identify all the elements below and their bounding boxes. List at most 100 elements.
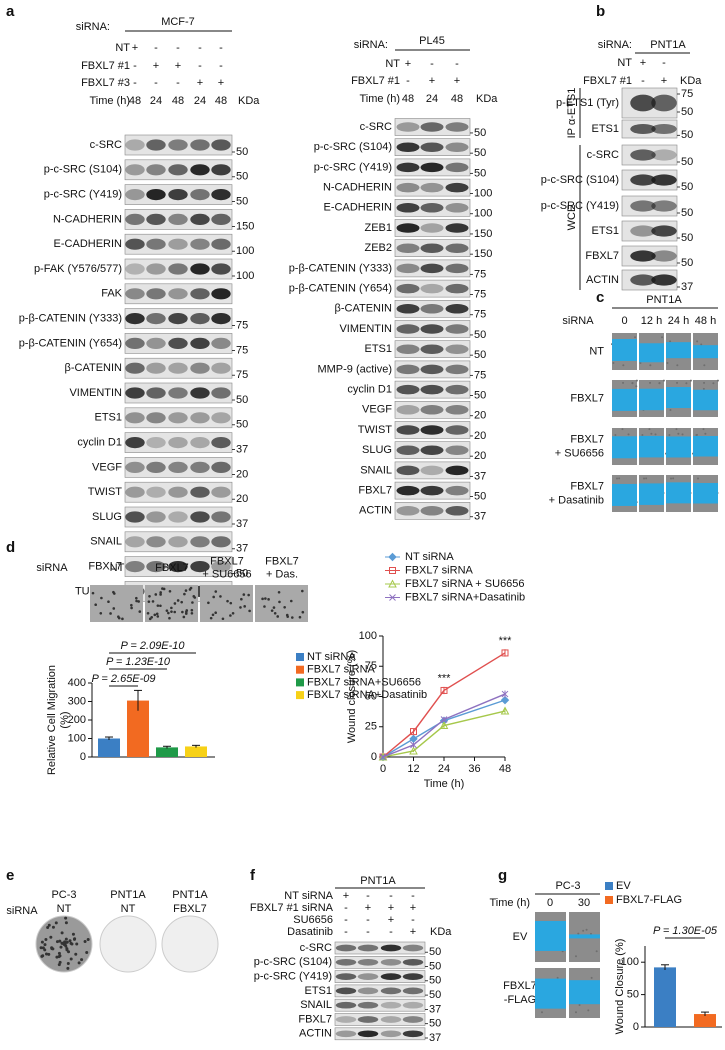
point xyxy=(440,686,448,694)
blot-band xyxy=(146,536,166,548)
cell xyxy=(239,606,242,609)
blot-strip xyxy=(394,178,471,197)
point xyxy=(440,716,448,723)
y-axis-label: Wound closure (%) xyxy=(346,650,358,743)
texture xyxy=(669,340,672,343)
blot-band xyxy=(168,511,188,523)
cell xyxy=(130,606,133,610)
texture xyxy=(635,385,638,388)
cell xyxy=(148,595,151,598)
blot-band xyxy=(211,536,231,548)
cell xyxy=(94,603,97,607)
blot-label: ZEB2 xyxy=(364,242,392,254)
cell xyxy=(248,609,251,613)
bar xyxy=(185,746,207,757)
cell xyxy=(156,615,160,618)
colony xyxy=(46,925,50,929)
kda-marker: 50 xyxy=(236,568,248,580)
blot-label: VEGF xyxy=(92,461,122,473)
blot-band xyxy=(420,324,444,334)
row-header: siRNA xyxy=(36,562,68,574)
blot-band xyxy=(630,274,656,286)
wound-gap xyxy=(666,387,691,409)
row-label: FBXL7 xyxy=(503,980,537,992)
cell xyxy=(226,599,229,603)
blot-band xyxy=(146,313,166,325)
cell xyxy=(170,610,173,613)
lane-sign: - xyxy=(411,890,415,902)
y-tick-label: 0 xyxy=(80,751,86,763)
cell xyxy=(176,599,180,602)
y-tick-label: 50 xyxy=(365,690,377,702)
time-value: 48 xyxy=(129,95,141,107)
cell xyxy=(192,595,196,598)
blot-band xyxy=(146,189,166,201)
y-tick-label: 300 xyxy=(68,695,86,707)
blot-band xyxy=(190,189,210,201)
cell xyxy=(264,597,267,600)
column-label: NT xyxy=(121,903,136,915)
blot-band xyxy=(396,506,420,516)
column-label: PNT1A xyxy=(172,889,208,901)
blot-band xyxy=(420,223,444,233)
wound-gap xyxy=(693,345,718,359)
legend-swatch xyxy=(296,678,304,687)
colony xyxy=(51,925,55,929)
blot-band xyxy=(190,437,210,449)
blot-band xyxy=(380,1030,402,1038)
cell-line: PNT1A xyxy=(646,294,682,306)
lane-sign: + xyxy=(388,902,394,914)
lane-sign: + xyxy=(153,60,159,72)
cell xyxy=(221,617,225,621)
blot-band xyxy=(335,1016,357,1023)
texture xyxy=(697,477,700,480)
kda-marker: 100 xyxy=(236,270,254,282)
time-value: 48 xyxy=(215,95,227,107)
texture xyxy=(574,1011,577,1014)
kda-marker: 37 xyxy=(429,1003,441,1015)
blot-band xyxy=(396,122,420,132)
colony xyxy=(85,951,89,955)
blot-band xyxy=(445,506,469,516)
texture xyxy=(556,976,559,979)
time-value: 30 xyxy=(578,897,590,909)
kda-marker: 37 xyxy=(474,511,486,523)
blot-label: cyclin D1 xyxy=(77,437,122,449)
texture xyxy=(689,379,692,382)
time-label: Time (h) xyxy=(359,93,400,105)
blot-band xyxy=(125,139,145,151)
row-label: EV xyxy=(513,931,528,943)
blot-band xyxy=(211,164,231,176)
cell xyxy=(283,605,286,609)
texture xyxy=(676,381,679,384)
blot-band xyxy=(335,944,357,952)
blot-band xyxy=(445,203,469,213)
lane-sign: - xyxy=(366,926,370,938)
point xyxy=(410,728,417,736)
cell xyxy=(190,608,194,612)
point xyxy=(389,594,396,601)
blot-band xyxy=(445,283,469,294)
kda-marker: 50 xyxy=(681,232,693,244)
wound-gap xyxy=(693,436,718,457)
blot-band xyxy=(211,561,231,573)
cell-line: PNT1A xyxy=(650,39,686,51)
point xyxy=(388,552,397,562)
kda-label: KDa xyxy=(476,93,498,105)
colony xyxy=(74,952,78,956)
blot-band xyxy=(168,387,188,399)
texture xyxy=(589,932,592,935)
x-tick-label: 0 xyxy=(380,763,386,775)
blot-label: SNAIL xyxy=(300,999,332,1011)
cell xyxy=(161,587,164,590)
blot-band xyxy=(445,445,469,455)
colony xyxy=(69,941,73,945)
legend-label: FBXL7 siRNA + SU6656 xyxy=(405,578,525,590)
texture xyxy=(675,428,678,431)
colony xyxy=(69,957,73,961)
blot-band xyxy=(168,189,188,201)
cell xyxy=(137,600,140,603)
cell xyxy=(214,590,218,593)
blot-strip xyxy=(394,279,471,298)
